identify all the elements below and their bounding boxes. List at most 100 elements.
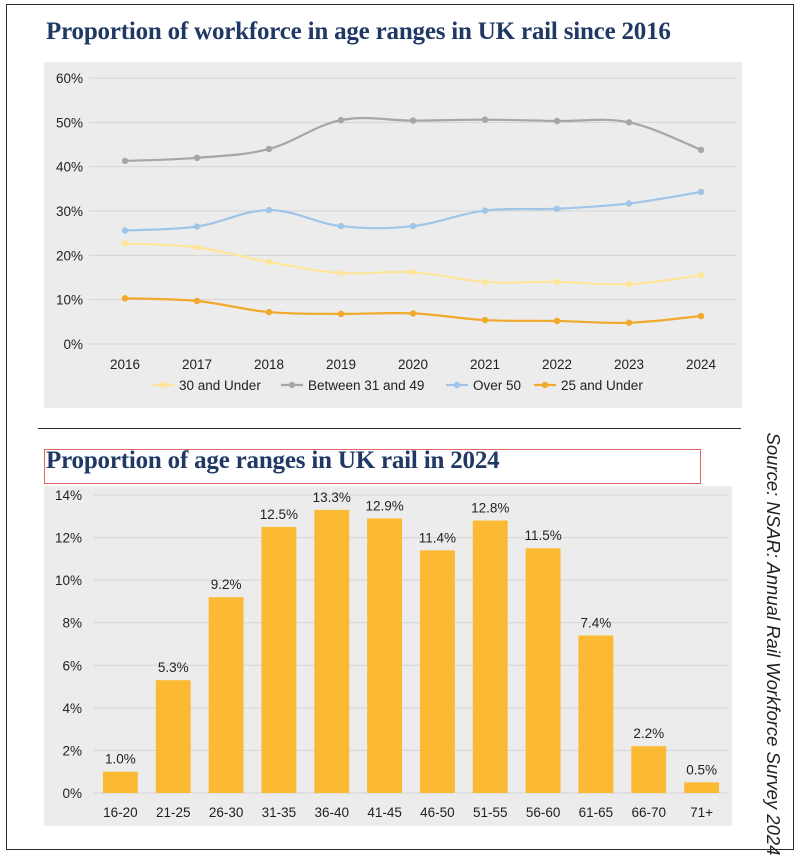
series-point (193, 244, 201, 251)
bar (684, 782, 720, 793)
bar (419, 550, 455, 793)
series-point (121, 157, 129, 165)
series-point (121, 295, 129, 302)
bar-value-label: 2.2% (633, 726, 664, 741)
bar (367, 518, 403, 793)
series-point (337, 116, 345, 124)
x-tick-label: 2019 (326, 357, 356, 372)
series-point (625, 119, 633, 126)
series-point (625, 200, 633, 207)
x-tick-label: 2018 (254, 357, 284, 372)
series-point (265, 145, 273, 153)
series-point (625, 319, 633, 326)
y-tick-label: 10% (55, 573, 82, 588)
legend-label: Between 31 and 49 (308, 378, 424, 393)
bar-chart-panel: 0% 2% 4% 6% 8% 10% 12% 14% 1.0% 16-20 5.3% 21-25 9.2… (44, 486, 732, 826)
legend-label: 25 and Under (561, 378, 643, 393)
series-point (193, 223, 201, 230)
series-point (697, 312, 705, 320)
series-point (337, 269, 345, 277)
series-point (697, 188, 705, 196)
x-tick-label: 2024 (686, 357, 717, 372)
x-tick-label: 51-55 (473, 805, 508, 820)
bar (261, 526, 297, 793)
y-tick-label: 2% (62, 743, 82, 758)
series-point (481, 316, 489, 324)
series-point (481, 278, 489, 286)
x-tick-label: 56-60 (526, 805, 561, 820)
y-tick-label: 10% (56, 293, 83, 308)
series-point (553, 317, 561, 325)
series-point (409, 268, 417, 276)
legend-swatch-marker (288, 381, 296, 389)
x-tick-label: 2023 (614, 357, 644, 372)
bar-value-label: 11.4% (419, 530, 456, 545)
series-point (409, 222, 417, 230)
x-tick-label: 2022 (542, 357, 572, 372)
series-line-0 (124, 242, 702, 286)
y-tick-label: 4% (62, 701, 82, 716)
bar (208, 597, 244, 793)
y-tick-label: 6% (62, 658, 82, 673)
line-chart-title: Proportion of workforce in age ranges in… (46, 18, 671, 45)
series-point (697, 146, 705, 154)
series-point (193, 154, 201, 161)
bar-chart: 0% 2% 4% 6% 8% 10% 12% 14% 1.0% 16-20 5.3% 21-25 9.2… (55, 488, 728, 820)
bar-chart-title: Proportion of age ranges in UK rail in 2… (46, 447, 500, 474)
y-tick-label: 30% (56, 204, 83, 219)
line-chart: 0% 10% 20% 30% 40% 50% 60% 2016 2017 2018 2019 2020… (56, 71, 737, 393)
series-point (553, 278, 561, 286)
bar (578, 635, 614, 793)
series-point (337, 222, 345, 230)
bar-value-label: 5.3% (158, 660, 189, 675)
x-tick-label: 66-70 (631, 805, 666, 820)
x-tick-label: 46-50 (420, 805, 455, 820)
x-tick-label: 61-65 (579, 805, 614, 820)
x-tick-label: 21-25 (156, 805, 191, 820)
source-note: Source: NSAR: Annual Rail Workforce Surv… (763, 432, 784, 856)
series-point (121, 227, 129, 234)
legend-swatch-marker (159, 381, 167, 389)
bar-value-label: 7.4% (581, 615, 612, 630)
x-tick-label: 2020 (398, 357, 428, 372)
series-point (121, 240, 129, 247)
bar-value-label: 13.3% (313, 490, 351, 505)
bar (155, 680, 191, 793)
x-tick-label: 71+ (690, 805, 713, 820)
series-point (697, 272, 705, 279)
x-tick-label: 16-20 (103, 805, 138, 820)
series-point (265, 206, 273, 214)
bar-value-label: 12.5% (260, 507, 298, 522)
bar-value-label: 9.2% (211, 577, 242, 592)
bar-value-label: 12.8% (471, 501, 509, 516)
series-point (265, 308, 273, 316)
y-tick-label: 0% (63, 337, 83, 352)
line-chart-panel: 0% 10% 20% 30% 40% 50% 60% 2016 2017 2018 2019 2020… (44, 62, 742, 408)
bar (102, 771, 138, 793)
y-tick-label: 60% (56, 71, 83, 86)
legend-swatch-marker (541, 381, 549, 389)
y-tick-label: 20% (56, 248, 83, 263)
y-tick-label: 12% (55, 531, 82, 546)
bar-value-label: 11.5% (524, 528, 561, 543)
legend-swatch-marker (453, 381, 461, 389)
y-tick-label: 50% (56, 115, 83, 130)
bar (525, 548, 561, 793)
series-point (409, 310, 417, 317)
legend-label: 30 and Under (179, 378, 261, 393)
y-tick-label: 8% (62, 616, 82, 631)
series-point (481, 116, 489, 123)
series-point (409, 117, 417, 124)
x-tick-label: 2021 (470, 357, 500, 372)
bar (314, 509, 350, 793)
x-tick-label: 36-40 (314, 805, 349, 820)
series-point (481, 207, 489, 214)
y-tick-label: 40% (56, 160, 83, 175)
bar-value-label: 1.0% (105, 752, 136, 767)
series-point (553, 205, 561, 212)
x-tick-label: 2017 (182, 357, 212, 372)
figure-frame (6, 4, 794, 850)
x-tick-label: 26-30 (209, 805, 244, 820)
legend-label: Over 50 (473, 378, 521, 393)
series-point (337, 310, 345, 318)
